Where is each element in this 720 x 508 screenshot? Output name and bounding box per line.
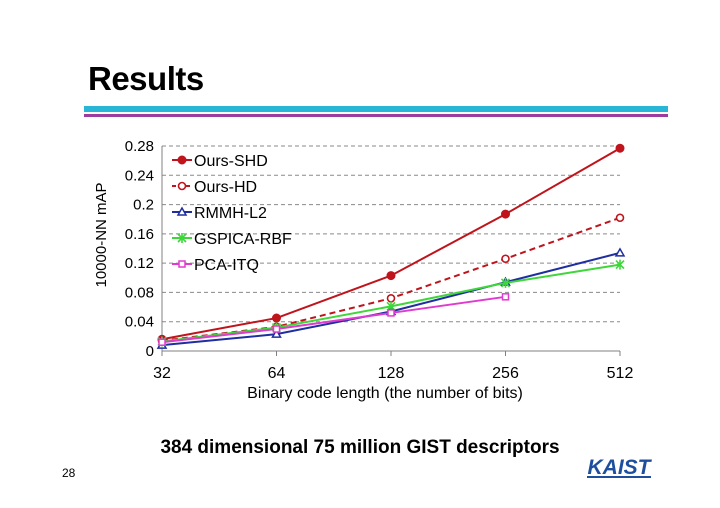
title-underline-purple — [84, 114, 668, 117]
title-underline-cyan — [84, 106, 668, 112]
data-point — [615, 213, 625, 223]
legend-marker — [177, 181, 187, 191]
chart-series — [156, 143, 626, 349]
y-axis-label: 10000-NN mAP — [93, 182, 110, 287]
data-point — [272, 313, 281, 323]
legend-label: Ours-HD — [194, 179, 257, 196]
y-tick-label: 0.2 — [133, 197, 154, 214]
series-line-pca-itq — [161, 295, 506, 344]
x-tick-label: 32 — [153, 365, 171, 382]
y-tick-label: 0.12 — [125, 255, 154, 272]
y-tick-label: 0.08 — [125, 284, 154, 301]
y-tick-label: 0.24 — [125, 167, 154, 184]
legend-marker — [177, 155, 187, 165]
slide-title: Results — [88, 60, 204, 97]
legend-marker — [177, 233, 187, 243]
legend-label: PCA-ITQ — [194, 257, 259, 274]
kaist-logo-text: KAIST — [588, 456, 653, 479]
chart-axes: 0 0.04 0.08 0.12 0.16 0.2 0.24 0.28 32 64 128 256 51… — [125, 138, 634, 382]
data-point — [271, 328, 282, 338]
legend-label: Ours-SHD — [194, 153, 268, 170]
x-tick-label: 128 — [378, 365, 405, 382]
data-point — [272, 325, 281, 333]
page-number: 28 — [62, 466, 76, 480]
kaist-logo: KAIST — [587, 456, 653, 479]
data-point — [387, 309, 395, 317]
y-tick-label: 0.04 — [125, 314, 154, 331]
x-tick-label: 64 — [268, 365, 286, 382]
x-axis-label: Binary code length (the number of bits) — [247, 385, 523, 402]
data-point — [501, 254, 510, 264]
x-tick-label: 256 — [492, 365, 519, 382]
y-tick-label: 0.28 — [125, 138, 154, 155]
y-tick-label: 0.16 — [125, 226, 154, 243]
data-point — [501, 209, 510, 219]
chart-legend: Ours-SHD Ours-HD RMMH-L2 GSPICA-RBF PCA-ITQ — [172, 153, 292, 274]
legend-marker — [176, 206, 188, 216]
legend-marker — [178, 260, 186, 268]
data-point — [158, 338, 166, 346]
data-point — [500, 277, 511, 288]
data-point — [386, 293, 396, 303]
x-tick-label: 512 — [607, 365, 634, 382]
y-tick-label: 0 — [146, 343, 154, 360]
data-point — [501, 293, 510, 301]
slide-caption: 384 dimensional 75 million GIST descript… — [160, 437, 560, 458]
chart-grid — [162, 145, 620, 323]
data-point — [615, 143, 625, 153]
data-point — [614, 247, 626, 257]
data-point — [615, 259, 625, 270]
legend-label: GSPICA-RBF — [194, 231, 292, 248]
legend-label: RMMH-L2 — [194, 205, 267, 222]
data-point — [386, 271, 396, 281]
